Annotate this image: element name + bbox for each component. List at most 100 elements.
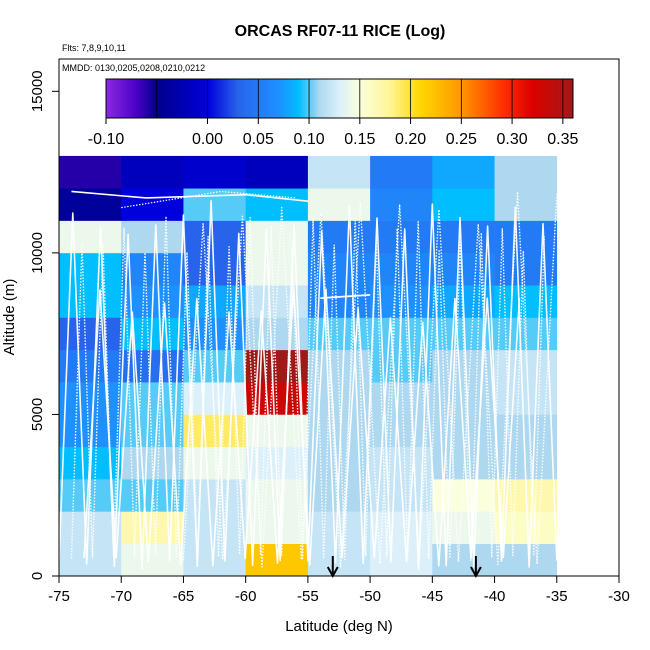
- colorbar-segment: [432, 79, 436, 118]
- colorbar-segment: [560, 79, 564, 118]
- heatmap-cell: [432, 220, 495, 254]
- heatmap-cell: [245, 188, 309, 221]
- colorbar-segment: [276, 79, 280, 118]
- colorbar-segment: [231, 79, 235, 118]
- heatmap-cell: [121, 382, 184, 415]
- colorbar-segment: [321, 79, 324, 118]
- colorbar-segment: [156, 79, 160, 118]
- colorbar-segment: [195, 79, 198, 118]
- colorbar-segment: [120, 79, 123, 118]
- heatmap-cell: [307, 220, 371, 254]
- colorbar-segment: [221, 79, 225, 118]
- colorbar-segment: [215, 79, 219, 118]
- colorbar-segment: [345, 79, 349, 118]
- colorbar-segment: [191, 79, 194, 118]
- heatmap-cell: [121, 188, 184, 221]
- colorbar-segment: [378, 79, 381, 118]
- colorbar-segment: [118, 79, 121, 118]
- colorbar-segment: [438, 79, 442, 118]
- colorbar-segment: [114, 79, 117, 118]
- heatmap-cells: [59, 155, 558, 577]
- colorbar-segment: [459, 79, 462, 118]
- heatmap-cell: [494, 285, 558, 318]
- colorbar-segment: [351, 79, 355, 118]
- heatmap-cell: [245, 252, 309, 286]
- colorbar-segment: [408, 79, 412, 118]
- colorbar-segment: [355, 79, 359, 118]
- heatmap-cell: [121, 252, 184, 286]
- colorbar-segment: [422, 79, 426, 118]
- colorbar-segment: [166, 79, 170, 118]
- heatmap-cell: [121, 511, 184, 544]
- colorbar-segment: [540, 79, 544, 118]
- heatmap-cell: [307, 285, 371, 318]
- colorbar-segment: [386, 79, 389, 118]
- colorbar-segment: [304, 79, 308, 118]
- colorbar-segment: [528, 79, 531, 118]
- colorbar-segment: [140, 79, 144, 118]
- colorbar-segment: [420, 79, 424, 118]
- colorbar-segment: [426, 79, 430, 118]
- heatmap-cell: [432, 511, 495, 544]
- heatmap-cell: [183, 155, 246, 189]
- heatmap-cell: [183, 220, 246, 254]
- colorbar-segment: [205, 79, 209, 118]
- colorbar-segment: [436, 79, 440, 118]
- colorbar-segment: [233, 79, 237, 118]
- x-tick-label: -50: [359, 588, 381, 605]
- colorbar-segment: [556, 79, 560, 118]
- colorbar-segment: [292, 79, 296, 118]
- heatmap-cell: [494, 188, 558, 221]
- colorbar-tick-label: 0.15: [344, 131, 375, 148]
- y-axis: 0 5000 10000 15000: [29, 70, 59, 580]
- colorbar-segment: [412, 79, 416, 118]
- colorbar-segment: [142, 79, 146, 118]
- colorbar-segment: [443, 79, 446, 118]
- heatmap-cell: [432, 382, 495, 415]
- colorbar-segment: [244, 79, 247, 118]
- colorbar-segment: [201, 79, 204, 118]
- colorbar-segment: [256, 79, 259, 118]
- colorbar-segment: [570, 79, 574, 118]
- colorbar-segment: [520, 79, 523, 118]
- x-tick-label: -40: [484, 588, 506, 605]
- colorbar-segment: [223, 79, 227, 118]
- colorbar-segment: [467, 79, 470, 118]
- colorbar-segment: [508, 79, 511, 118]
- colorbar-segment: [268, 79, 271, 118]
- heatmap-cell: [370, 188, 433, 221]
- colorbar-segment: [414, 79, 418, 118]
- x-tick-label: -55: [297, 588, 319, 605]
- colorbar-segment: [227, 79, 231, 118]
- colorbar-segment: [335, 79, 338, 118]
- colorbar-segment: [491, 79, 495, 118]
- colorbar-segment: [392, 79, 395, 118]
- colorbar-segment: [219, 79, 223, 118]
- colorbar-segment: [558, 79, 562, 118]
- colorbar-segment: [510, 79, 513, 118]
- colorbar-segment: [187, 79, 190, 118]
- colorbar-segment: [548, 79, 552, 118]
- colorbar-segment: [173, 79, 176, 118]
- heatmap-cell: [245, 155, 309, 189]
- colorbar-segment: [503, 79, 507, 118]
- colorbar-segment: [213, 79, 217, 118]
- colorbar-segment: [447, 79, 450, 118]
- colorbar-segment: [380, 79, 383, 118]
- colorbar-segment: [130, 79, 133, 118]
- colorbar-segment: [475, 79, 479, 118]
- colorbar-segment: [453, 79, 456, 118]
- colorbar-segment: [483, 79, 487, 118]
- colorbar-segment: [398, 79, 401, 118]
- colorbar-segment: [376, 79, 379, 118]
- colorbar-segment: [552, 79, 556, 118]
- colorbar-segment: [134, 79, 137, 118]
- colorbar-segment: [246, 79, 249, 118]
- heatmap-cell: [494, 543, 558, 577]
- flight-track: [83, 285, 521, 567]
- colorbar-segment: [512, 79, 515, 118]
- colorbar-segment: [300, 79, 304, 118]
- colorbar-segment: [160, 79, 164, 118]
- colorbar-segment: [493, 79, 497, 118]
